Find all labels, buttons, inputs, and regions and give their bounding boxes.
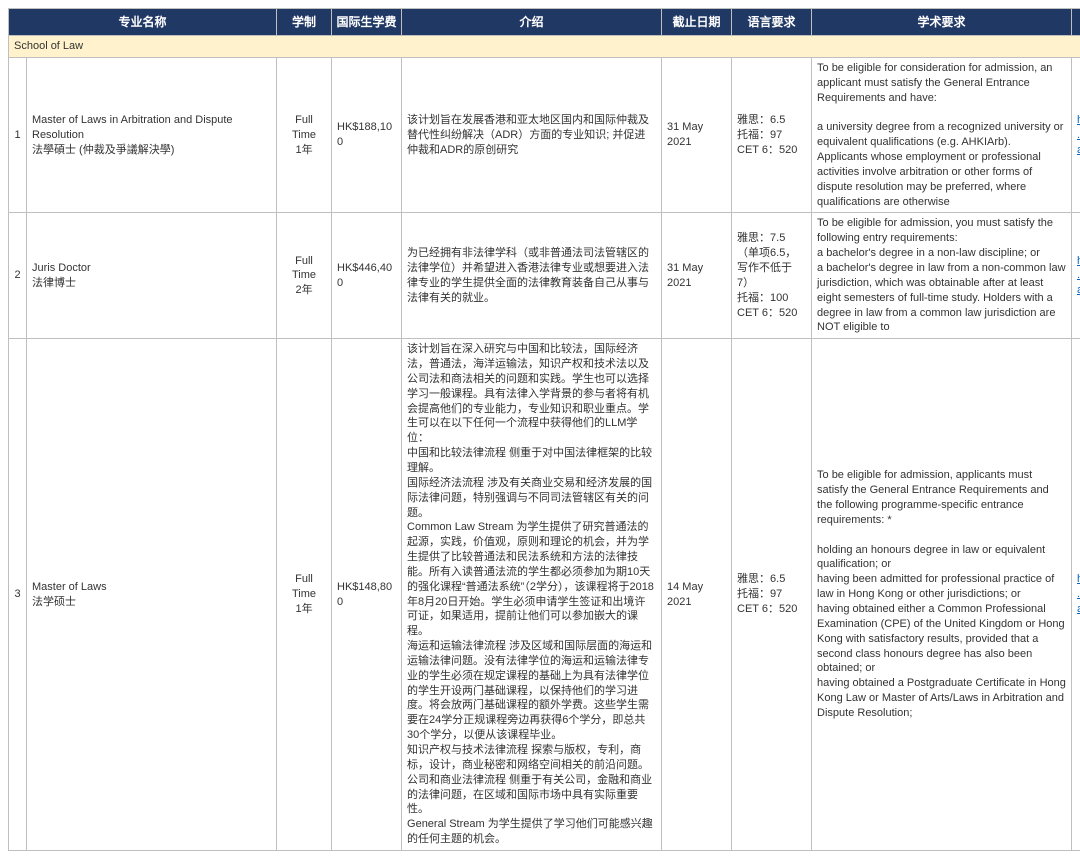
table-row: 3Master of Laws 法学硕士Full Time 1年HK$148,8… [9, 339, 1080, 851]
programme-name: Master of Laws 法学硕士 [27, 339, 277, 851]
study-mode: Full Time 1年 [277, 58, 332, 213]
link-cell: https://www.cityu.edu.hk/pg/programme/p4… [1072, 339, 1080, 851]
tuition-fee: HK$188,100 [332, 58, 402, 213]
study-mode: Full Time 2年 [277, 213, 332, 339]
tuition-fee: HK$446,400 [332, 213, 402, 339]
col-intro: 介绍 [402, 9, 662, 36]
row-index: 1 [9, 58, 27, 213]
col-deadline: 截止日期 [662, 9, 732, 36]
introduction: 为已经拥有非法律学科（或非普通法司法管辖区的法律学位）并希望进入香港法律专业或想… [402, 213, 662, 339]
programme-name: Juris Doctor 法律博士 [27, 213, 277, 339]
language-req: 雅思：6.5 托福：97 CET 6：520 [732, 339, 812, 851]
table-body: School of Law 1Master of Laws in Arbitra… [9, 36, 1080, 851]
tuition-fee: HK$148,800 [332, 339, 402, 851]
deadline: 31 May 2021 [662, 58, 732, 213]
col-acad: 学术要求 [812, 9, 1072, 36]
link-cell: https://www.cityu.edu.hk/pg/programme/p4… [1072, 58, 1080, 213]
programme-table: 专业名称 学制 国际生学费 介绍 截止日期 语言要求 学术要求 专业链接 Sch… [8, 8, 1080, 851]
introduction: 该计划旨在深入研究与中国和比较法，国际经济法，普通法，海洋运输法，知识产权和技术… [402, 339, 662, 851]
col-link: 专业链接 [1072, 9, 1080, 36]
row-index: 3 [9, 339, 27, 851]
header-row: 专业名称 学制 国际生学费 介绍 截止日期 语言要求 学术要求 专业链接 [9, 9, 1080, 36]
study-mode: Full Time 1年 [277, 339, 332, 851]
col-lang: 语言要求 [732, 9, 812, 36]
language-req: 雅思：7.5（单项6.5，写作不低于7） 托福：100 CET 6：520 [732, 213, 812, 339]
section-title: School of Law [9, 36, 1080, 58]
programme-name: Master of Laws in Arbitration and Disput… [27, 58, 277, 213]
deadline: 31 May 2021 [662, 213, 732, 339]
table-row: 2Juris Doctor 法律博士Full Time 2年HK$446,400… [9, 213, 1080, 339]
table-row: 1Master of Laws in Arbitration and Dispu… [9, 58, 1080, 213]
col-name: 专业名称 [9, 9, 277, 36]
language-req: 雅思：6.5 托福：97 CET 6：520 [732, 58, 812, 213]
col-fee: 国际生学费 [332, 9, 402, 36]
link-cell: https://www.cityu.edu.hk/pg/programme/p4… [1072, 213, 1080, 339]
section-row: School of Law [9, 36, 1080, 58]
row-index: 2 [9, 213, 27, 339]
academic-req: To be eligible for admission, applicants… [812, 339, 1072, 851]
academic-req: To be eligible for admission, you must s… [812, 213, 1072, 339]
academic-req: To be eligible for consideration for adm… [812, 58, 1072, 213]
introduction: 该计划旨在发展香港和亚太地区国内和国际仲裁及替代性纠纷解决（ADR）方面的专业知… [402, 58, 662, 213]
col-mode: 学制 [277, 9, 332, 36]
deadline: 14 May 2021 [662, 339, 732, 851]
